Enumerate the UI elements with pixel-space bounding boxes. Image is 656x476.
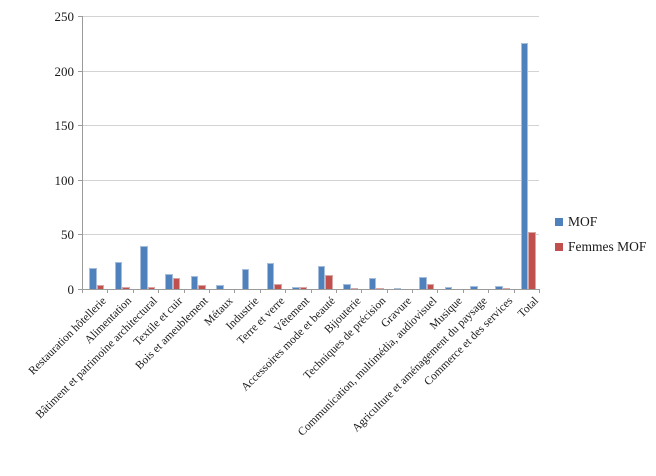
- bar-mof: [444, 286, 453, 289]
- bar-mof: [393, 287, 402, 289]
- bar-mof: [266, 262, 275, 289]
- legend-label: MOF: [568, 214, 598, 229]
- bar-femmes-mof: [376, 287, 384, 289]
- gridline-100: [82, 180, 539, 181]
- bar-mof: [520, 43, 529, 289]
- x-tick: [285, 289, 286, 293]
- gridline-200: [82, 71, 539, 72]
- x-tick: [158, 289, 159, 293]
- bar-femmes-mof: [198, 284, 206, 289]
- bar-femmes-mof: [147, 286, 155, 289]
- y-tick: [78, 180, 82, 181]
- bar-femmes-mof: [325, 274, 333, 289]
- y-tick: [78, 289, 82, 290]
- bar-femmes-mof: [426, 283, 435, 289]
- bar-mof: [317, 266, 326, 289]
- x-tick: [387, 289, 388, 293]
- bar-femmes-mof: [122, 286, 130, 289]
- bar-femmes-mof: [96, 284, 105, 289]
- y-tick: [78, 234, 82, 235]
- x-tick: [184, 289, 185, 293]
- bar-mof: [190, 275, 199, 289]
- y-tick: [78, 16, 82, 17]
- bar-femmes-mof: [274, 283, 282, 289]
- x-tick: [209, 289, 210, 293]
- x-tick: [488, 289, 489, 293]
- y-axis-tick-label: 50: [61, 227, 74, 242]
- y-tick: [78, 125, 82, 126]
- y-tick: [78, 71, 82, 72]
- legend-label: Femmes MOF: [568, 239, 647, 254]
- bar-mof: [89, 268, 97, 289]
- x-tick: [133, 289, 134, 293]
- y-axis-tick-label: 150: [54, 118, 75, 133]
- bar-mof: [470, 285, 478, 289]
- bar-mof: [216, 284, 224, 289]
- x-tick: [412, 289, 413, 293]
- x-tick: [107, 289, 108, 293]
- bar-mof: [419, 277, 427, 289]
- y-axis-line: [82, 16, 83, 289]
- gridline-250: [82, 16, 539, 17]
- bar-femmes-mof: [299, 286, 308, 289]
- bar-mof: [292, 286, 300, 289]
- bar-mof: [140, 246, 148, 289]
- gridline-50: [82, 234, 539, 235]
- y-axis-tick-label: 100: [54, 173, 75, 188]
- x-axis-category-label: Total: [515, 295, 541, 321]
- legend-swatch-icon: [555, 243, 563, 251]
- legend-item-femmes-mof: Femmes MOF: [555, 240, 646, 254]
- bar-mof: [241, 269, 249, 289]
- y-axis-tick-label: 250: [54, 9, 75, 24]
- bar-femmes-mof: [528, 232, 536, 289]
- gridline-150: [82, 125, 539, 126]
- x-tick: [336, 289, 337, 293]
- x-tick: [311, 289, 312, 293]
- y-axis-tick-label: 0: [67, 282, 75, 297]
- y-axis-tick-label: 200: [54, 64, 75, 79]
- bar-femmes-mof: [350, 287, 359, 289]
- x-tick: [361, 289, 362, 293]
- legend-swatch-icon: [555, 218, 563, 226]
- x-tick: [437, 289, 438, 293]
- bar-mof: [114, 261, 123, 289]
- x-tick: [514, 289, 515, 293]
- bar-femmes-mof: [502, 287, 511, 289]
- x-tick: [539, 289, 540, 293]
- bar-mof: [165, 273, 173, 289]
- bar-mof: [343, 283, 351, 289]
- bar-femmes-mof: [172, 278, 181, 289]
- x-tick: [82, 289, 83, 293]
- bar-mof: [368, 278, 376, 289]
- x-tick: [260, 289, 261, 293]
- legend-item-mof: MOF: [555, 215, 597, 229]
- x-tick: [234, 289, 235, 293]
- x-tick: [463, 289, 464, 293]
- bar-mof: [495, 285, 503, 289]
